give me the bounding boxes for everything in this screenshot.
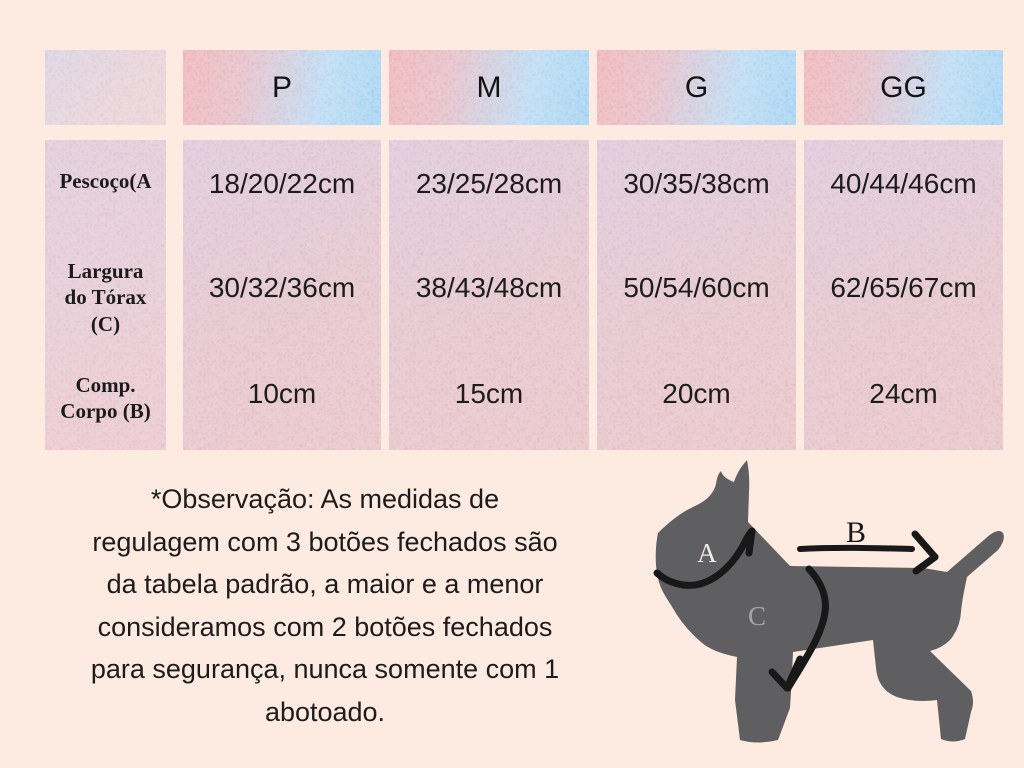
svg-text:A: A [697,538,717,568]
svg-text:C: C [748,601,766,631]
svg-text:B: B [846,516,866,549]
